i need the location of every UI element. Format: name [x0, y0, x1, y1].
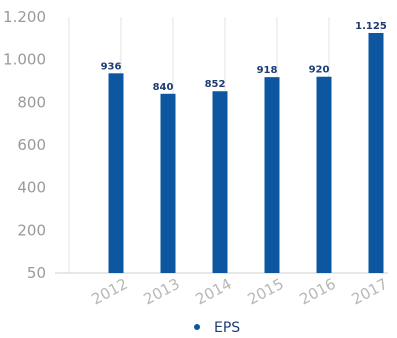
bars [108, 33, 384, 274]
bar-2014 [212, 91, 228, 274]
x-tick-label-2014: 2014 [193, 275, 235, 309]
y-tick-label: 400 [17, 179, 46, 197]
data-label-2014: 852 [205, 79, 226, 90]
x-axis: 2012 2013 2014 2015 2016 2017 [89, 275, 391, 309]
data-label-2012: 936 [101, 61, 122, 72]
data-label-2017: 1.125 [355, 21, 387, 32]
x-tick-label-2015: 2015 [245, 275, 287, 309]
legend-label-eps: EPS [214, 320, 240, 336]
bar-2012 [108, 73, 124, 273]
legend: EPS [194, 320, 240, 336]
bar-2015 [264, 77, 280, 273]
y-tick-label: 800 [17, 93, 46, 111]
data-label-2013: 840 [153, 82, 174, 93]
data-labels: 936 840 852 918 920 1.125 [101, 21, 387, 93]
bar-2016 [316, 76, 332, 273]
bar-2017 [368, 33, 384, 273]
legend-marker-eps [194, 324, 200, 330]
data-label-2016: 920 [309, 65, 330, 76]
y-axis: 50 200 400 600 800 1.000 1.200 [3, 8, 46, 282]
y-tick-label: 50 [27, 264, 46, 282]
x-tick-label-2017: 2017 [349, 275, 391, 309]
data-label-2015: 918 [257, 65, 278, 76]
x-tick-label-2016: 2016 [297, 275, 339, 309]
y-tick-label: 200 [17, 221, 46, 239]
bar-2013 [160, 93, 176, 273]
x-tick-label-2013: 2013 [141, 275, 183, 309]
x-tick-label-2012: 2012 [89, 275, 131, 309]
y-tick-label: 600 [17, 136, 46, 154]
y-tick-label: 1.000 [3, 51, 46, 69]
y-tick-label: 1.200 [3, 8, 46, 26]
